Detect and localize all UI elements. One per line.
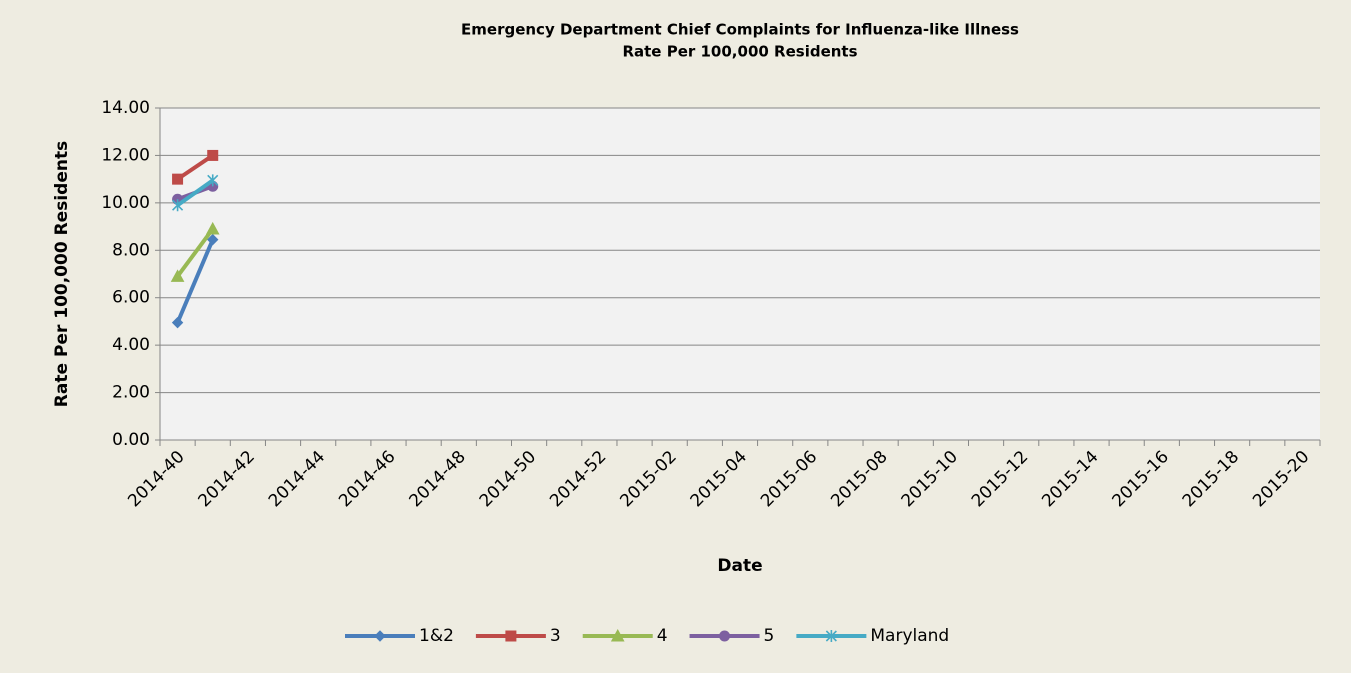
- legend-label: 5: [764, 626, 775, 646]
- y-tick-label: 12.00: [101, 145, 150, 165]
- marker: [207, 233, 219, 246]
- x-axis-title: Date: [717, 556, 762, 576]
- marker: [170, 269, 185, 282]
- legend-item: 4: [582, 626, 668, 646]
- marker: [207, 174, 219, 187]
- y-axis-title: Rate Per 100,000 Residents: [52, 141, 72, 407]
- legend-label: Maryland: [870, 626, 949, 646]
- series-line: [176, 153, 214, 181]
- y-tick-label: 14.00: [101, 98, 150, 118]
- chart-title: Emergency Department Chief Complaints fo…: [461, 21, 1019, 39]
- marker: [610, 628, 625, 642]
- legend-label: 4: [657, 626, 668, 646]
- marker: [719, 630, 731, 642]
- y-tick-label: 6.00: [112, 288, 150, 308]
- series-line: [175, 227, 215, 278]
- y-tick-label: 10.00: [101, 193, 150, 213]
- legend-label: 1&2: [419, 626, 454, 646]
- legend-item: 3: [475, 626, 561, 646]
- marker: [172, 199, 184, 212]
- legend-label: 3: [550, 626, 561, 646]
- legend-item: 1&2: [345, 626, 454, 646]
- y-tick-label: 8.00: [112, 240, 150, 260]
- y-tick-label: 2.00: [112, 383, 150, 403]
- y-tick-label: 4.00: [112, 335, 150, 355]
- series-line: [175, 238, 215, 324]
- marker: [172, 173, 184, 185]
- marker: [207, 149, 219, 161]
- marker: [171, 316, 184, 329]
- legend-item: Maryland: [796, 626, 949, 646]
- legend-item: 5: [689, 626, 775, 646]
- marker: [205, 221, 220, 235]
- chart-subtitle: Rate Per 100,000 Residents: [622, 43, 857, 61]
- plot-area: [160, 108, 1320, 440]
- y-tick-label: 0.00: [112, 430, 150, 450]
- series-line: [176, 178, 214, 207]
- marker: [825, 630, 837, 642]
- marker: [505, 630, 517, 642]
- marker: [374, 630, 386, 642]
